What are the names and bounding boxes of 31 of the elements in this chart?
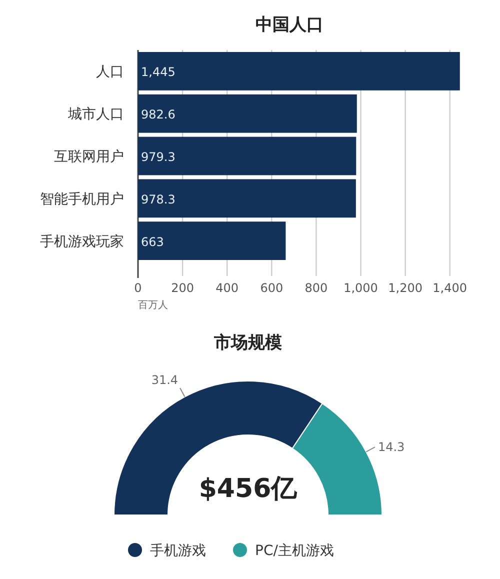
data-label: 978.3	[141, 192, 176, 206]
x-axis-title: 百万人	[138, 300, 168, 311]
data-label: 31.4	[151, 373, 178, 388]
data-label: 982.6	[141, 108, 176, 122]
data-label: 1,445	[141, 65, 176, 80]
chart-title: 市场规模	[213, 333, 282, 353]
y-tick-label: 人口	[96, 64, 124, 80]
text: $456亿	[198, 474, 298, 504]
x-tick-label: 1,200	[388, 281, 422, 295]
x-tick-label: 400	[216, 281, 239, 295]
legend-label: PC/主机游戏	[255, 543, 334, 559]
bar	[138, 52, 460, 90]
data-label: 663	[141, 234, 164, 249]
y-tick-label: 城市人口	[67, 106, 124, 123]
legend-label: 手机游戏	[150, 543, 206, 559]
data-label: 979.3	[141, 150, 176, 164]
bar	[138, 179, 356, 218]
x-tick-label: 1,000	[344, 281, 378, 295]
chart-title: 中国人口	[256, 15, 324, 35]
y-tick-label: 智能手机用户	[40, 191, 124, 208]
bar	[138, 222, 286, 260]
x-tick-label: 0	[134, 281, 142, 295]
x-tick-label: 200	[171, 281, 194, 295]
x-tick-label: 1,400	[432, 281, 468, 295]
bar	[138, 94, 357, 133]
data-label: 14.3	[378, 440, 405, 454]
x-tick-label: 600	[260, 281, 284, 295]
y-tick-label: 互联网用户	[54, 149, 124, 165]
bar	[138, 136, 356, 176]
x-tick-label: 800	[304, 281, 328, 295]
y-tick-label: 手机游戏玩家	[40, 234, 124, 250]
